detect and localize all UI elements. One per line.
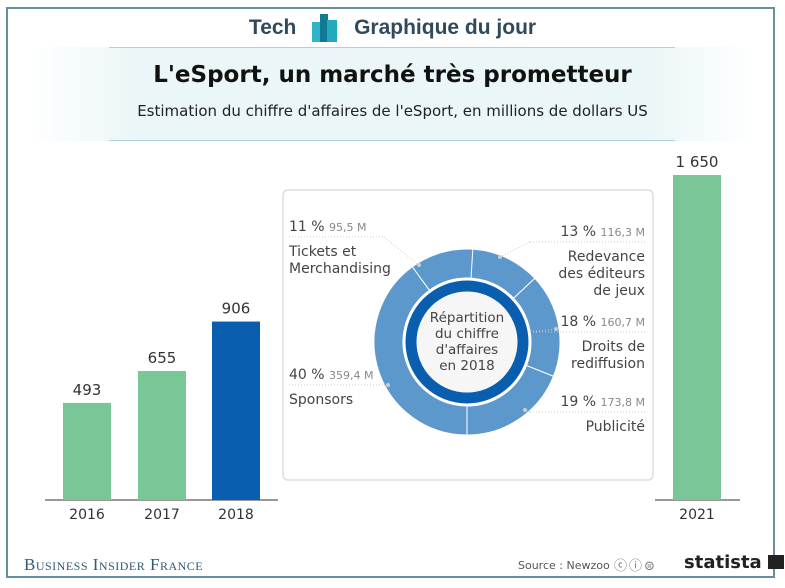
leader-dot <box>386 383 390 387</box>
slice-percent-label: 18 % 160,7 M <box>560 314 645 330</box>
divider <box>109 47 675 48</box>
slice-value: 173,8 M <box>601 396 645 409</box>
tick-label: 2018 <box>218 507 254 523</box>
bar-2021 <box>673 175 721 500</box>
bar-chart-logo-icon <box>312 14 338 42</box>
donut-inner-ring <box>405 280 529 404</box>
source-note: Source : Newzoo <box>518 559 610 572</box>
bar-2018 <box>212 321 260 500</box>
tick-label: 2016 <box>69 507 105 523</box>
slice-percent: 18 % <box>560 314 600 330</box>
center-label-line: du chiffre <box>435 326 499 342</box>
tick-label: 2021 <box>679 507 715 523</box>
donut-slice <box>411 248 474 291</box>
slice-label: Tickets et <box>288 244 357 260</box>
brand-tech: Tech <box>248 16 297 39</box>
slice-label: de jeux <box>593 283 645 299</box>
slice-value: 160,7 M <box>601 316 645 329</box>
bar-2017 <box>138 370 186 500</box>
chart-title: L'eSport, un marché très prometteur <box>153 62 632 88</box>
leader-dot <box>417 263 421 267</box>
slice-percent: 11 % <box>289 219 329 235</box>
slice-label: rediffusion <box>571 356 645 372</box>
bar-2016 <box>63 402 111 500</box>
donut-center <box>417 292 517 392</box>
publisher-logo: Business Insider France <box>24 555 204 574</box>
leader-line <box>524 409 531 413</box>
slice-value: 116,3 M <box>601 226 645 239</box>
tick-label: 2017 <box>144 507 180 523</box>
data-label: 1 650 <box>676 153 719 171</box>
leader-dot <box>523 408 527 412</box>
slice-label: Sponsors <box>289 392 353 408</box>
leader-dot <box>498 255 502 259</box>
brand-graphique: Graphique du jour <box>354 16 537 39</box>
slice-percent: 40 % <box>289 367 329 383</box>
statista-logo: statista <box>684 552 784 573</box>
cc-license-icon: ⓒⓘ⊜ <box>614 559 657 574</box>
slice-percent-label: 40 % 359,4 M <box>289 367 374 383</box>
slice-percent-label: 11 % 95,5 M <box>289 219 367 235</box>
slice-percent: 13 % <box>560 224 600 240</box>
divider <box>109 140 675 141</box>
slice-value: 359,4 M <box>329 369 373 382</box>
data-label: 655 <box>148 349 177 367</box>
slice-label: Droits de <box>582 339 645 355</box>
center-label-line: en 2018 <box>439 358 495 374</box>
slice-percent-label: 13 % 116,3 M <box>560 224 645 240</box>
donut-slice <box>373 266 468 436</box>
leader-line <box>499 241 531 258</box>
slice-percent: 19 % <box>560 394 600 410</box>
title-band <box>30 47 755 141</box>
slice-value: 95,5 M <box>329 221 366 234</box>
leader-dot <box>554 327 558 331</box>
chart-subtitle: Estimation du chiffre d'affaires de l'eS… <box>137 102 648 120</box>
data-label: 906 <box>222 300 251 318</box>
slice-label: Merchandising <box>289 261 391 277</box>
data-label: 493 <box>73 381 102 399</box>
slice-label: des éditeurs <box>558 266 645 282</box>
slice-label: Redevance <box>568 249 645 265</box>
infographic-frame <box>6 7 775 578</box>
center-label-line: Répartition <box>430 310 504 326</box>
slice-label: Publicité <box>586 419 645 435</box>
brand-header: Tech Graphique du jour <box>0 14 785 42</box>
slice-percent-label: 19 % 173,8 M <box>560 394 645 410</box>
center-label-line: d'affaires <box>436 342 498 358</box>
leader-line <box>529 328 557 333</box>
